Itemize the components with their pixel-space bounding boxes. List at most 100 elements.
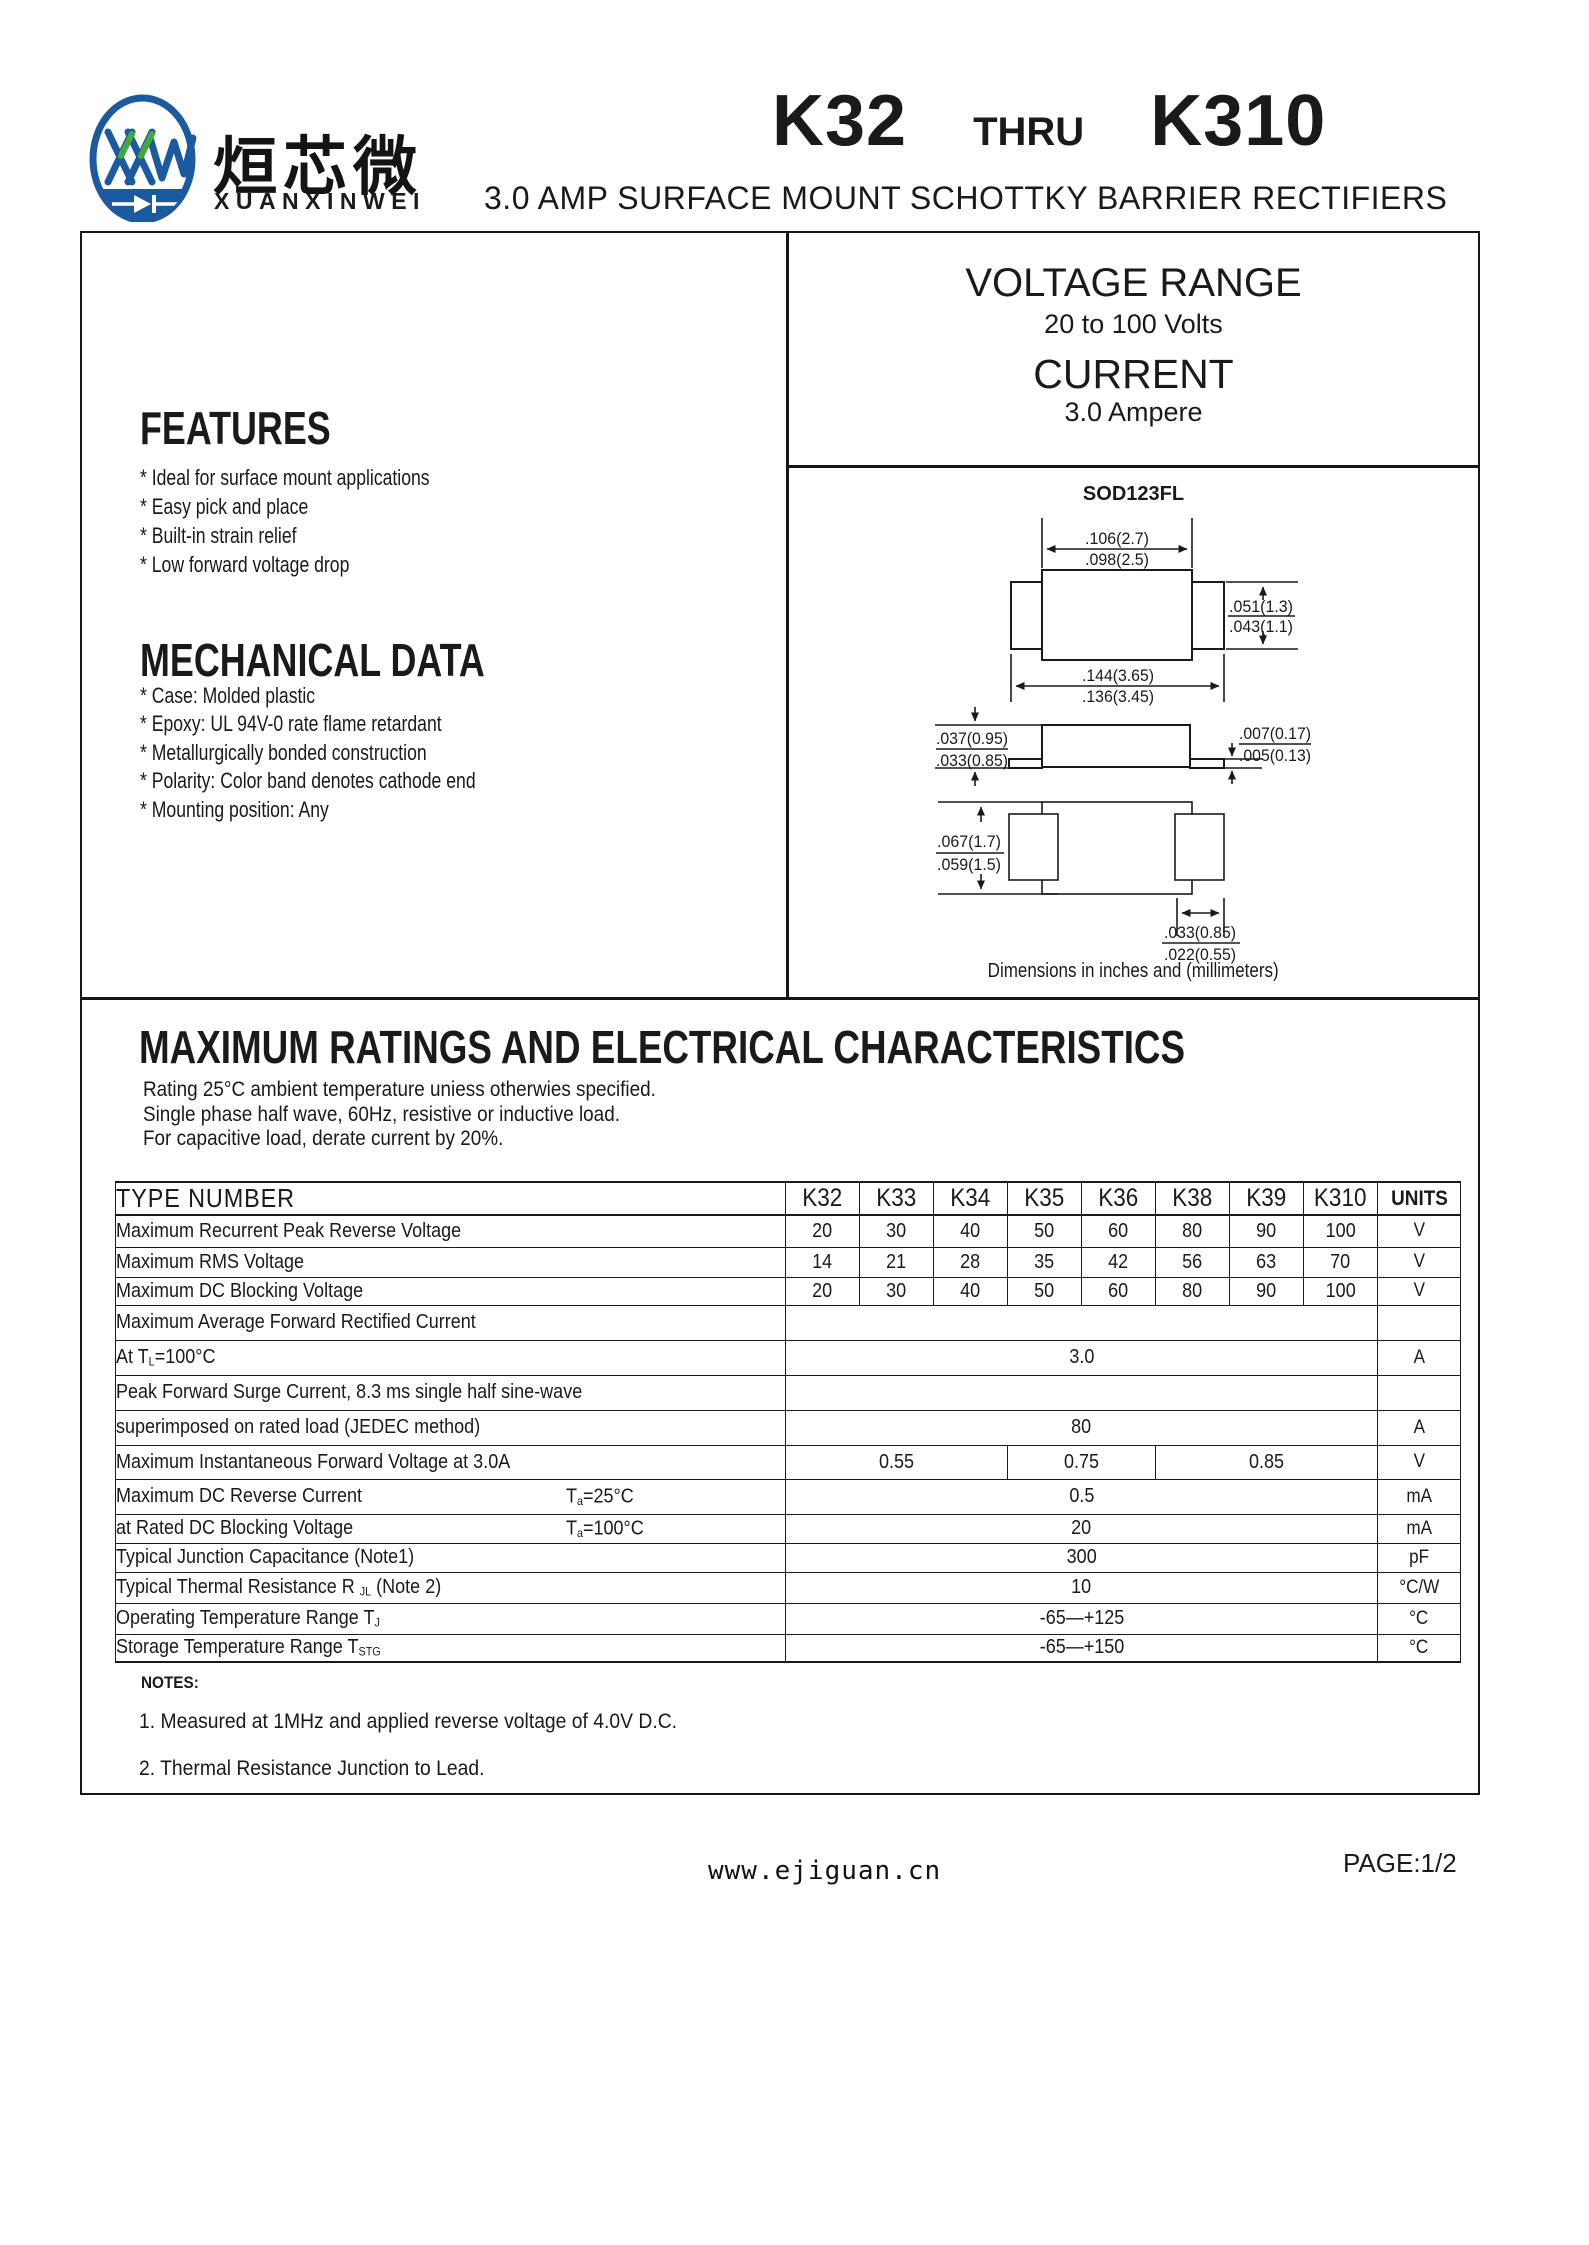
value-cell: 30 <box>859 1214 934 1248</box>
units-cell: A <box>1377 1409 1461 1446</box>
dimension-label: .007(0.17) <box>1239 725 1311 743</box>
value-cell: 70 <box>1303 1246 1378 1278</box>
note-item: 1. Measured at 1MHz and applied reverse … <box>139 1710 678 1733</box>
param-cell: Peak Forward Surge Current, 8.3 ms singl… <box>115 1374 786 1411</box>
units-cell: mA <box>1377 1513 1461 1544</box>
value-cell: 40 <box>933 1214 1008 1248</box>
units-cell: A <box>1377 1339 1461 1376</box>
condition-value: Ta=100°C <box>566 1517 644 1540</box>
param-cell: superimposed on rated load (JEDEC method… <box>115 1409 786 1446</box>
param-cell: Maximum Instantaneous Forward Voltage at… <box>115 1444 786 1480</box>
value-cell: 60 <box>1081 1214 1156 1248</box>
value-cell: 0.75 <box>1007 1444 1156 1480</box>
dimension-label: .005(0.13) <box>1239 747 1311 765</box>
param-cell: at Rated DC Blocking Voltage Ta=100°C <box>115 1513 786 1544</box>
dimension-label: .022(0.55) <box>1164 946 1236 964</box>
mechanical-heading: MECHANICAL DATA <box>140 634 485 686</box>
value-cell: 100 <box>1303 1214 1378 1248</box>
notes-heading: NOTES: <box>141 1673 199 1692</box>
dimension-label: .106(2.7) <box>1085 530 1149 548</box>
package-top-view: .106(2.7) .098(2.5) .051(1.3) .043(1.1) … <box>1010 518 1298 706</box>
ratings-conditions: Rating 25°C ambient temperature uniess o… <box>143 1078 713 1152</box>
units-cell: pF <box>1377 1542 1461 1573</box>
current-value: 3.0 Ampere <box>1064 397 1203 427</box>
dimension-label: .033(0.85) <box>936 752 1008 770</box>
specs-divider <box>786 465 1478 468</box>
note-item: 2. Thermal Resistance Junction to Lead. <box>139 1757 485 1780</box>
type-column-header: K32 <box>785 1181 860 1216</box>
param-cell: At TL=100°C <box>115 1339 786 1376</box>
footer-page-number: PAGE:1/2 <box>1343 1848 1457 1878</box>
footer-website-link[interactable]: www.ejiguan.cn <box>708 1856 942 1886</box>
ratings-heading: MAXIMUM RATINGS AND ELECTRICAL CHARACTER… <box>139 1021 1186 1073</box>
package-caption: Dimensions in inches and (millimeters) <box>988 960 1279 982</box>
param-cell: Maximum DC Blocking Voltage <box>115 1276 786 1306</box>
value-cell: -65—+125 <box>785 1602 1378 1635</box>
mechanical-item: * Case: Molded plastic <box>140 683 316 708</box>
param-cell: Storage Temperature Range TSTG <box>115 1633 786 1663</box>
value-cell: 14 <box>785 1246 860 1278</box>
units-cell: °C <box>1377 1633 1461 1663</box>
ratings-table: TYPE NUMBER K32 K33 K34 K35 K36 K38 K39 K310 UNIT… <box>115 1181 1461 1663</box>
table-row: Typical Junction Capacitance (Note1) 300 p… <box>115 1542 1461 1573</box>
value-cell: -65—+150 <box>785 1633 1378 1663</box>
units-cell: °C <box>1377 1602 1461 1635</box>
features-heading: FEATURES <box>140 402 331 454</box>
section-divider <box>82 997 1478 1000</box>
type-number-header: TYPE NUMBER <box>115 1181 786 1216</box>
condition-value: Ta=25°C <box>566 1485 634 1508</box>
product-subtitle: 3.0 AMP SURFACE MOUNT SCHOTTKY BARRIER R… <box>484 180 1448 216</box>
mechanical-item: * Metallurgically bonded construction <box>140 739 427 765</box>
main-frame: FEATURES * Ideal for surface mount appli… <box>80 231 1480 1795</box>
dimension-label: .067(1.7) <box>937 833 1001 851</box>
voltage-range-label: VOLTAGE RANGE <box>965 261 1302 305</box>
table-header-row: TYPE NUMBER K32 K33 K34 K35 K36 K38 K39 K310 UNIT… <box>115 1181 1461 1216</box>
table-row: Operating Temperature Range TJ -65—+125 °C <box>115 1602 1461 1635</box>
brand-romanized-name: XUANXINWEI <box>214 188 426 214</box>
part-range-title: K32 THRU K310 <box>772 80 1326 162</box>
table-row: Peak Forward Surge Current, 8.3 ms singl… <box>115 1374 1461 1411</box>
title-thru: THRU <box>973 110 1085 154</box>
dimension-label: .144(3.65) <box>1082 667 1154 685</box>
notes-list: 1. Measured at 1MHz and applied reverse … <box>139 1710 724 1804</box>
param-cell: Maximum DC Reverse Current Ta=25°C <box>115 1478 786 1515</box>
voltage-range-value: 20 to 100 Volts <box>1044 309 1223 339</box>
param-cell: Operating Temperature Range TJ <box>115 1602 786 1635</box>
table-row: superimposed on rated load (JEDEC method… <box>115 1409 1461 1446</box>
value-cell: 20 <box>785 1276 860 1306</box>
table-row: Maximum DC Blocking Voltage 20 30 40 50 60 80 9… <box>115 1276 1461 1306</box>
features-list: * Ideal for surface mount applications * … <box>140 465 502 581</box>
condition-line: For capacitive load, derate current by 2… <box>143 1127 504 1150</box>
condition-line: Rating 25°C ambient temperature uniess o… <box>143 1078 656 1101</box>
value-cell: 35 <box>1007 1246 1082 1278</box>
value-cell: 63 <box>1229 1246 1304 1278</box>
param-cell: Typical Junction Capacitance (Note1) <box>115 1542 786 1573</box>
param-cell: Maximum Average Forward Rectified Curren… <box>115 1304 786 1341</box>
value-cell: 20 <box>785 1214 860 1248</box>
feature-item: * Built-in strain relief <box>140 523 297 548</box>
table-row: Maximum Recurrent Peak Reverse Voltage 20… <box>115 1214 1461 1248</box>
table-row: Maximum RMS Voltage 14 21 28 35 42 56 63 70 V <box>115 1246 1461 1278</box>
type-column-header: K35 <box>1007 1181 1082 1216</box>
dimension-label: .051(1.3) <box>1229 598 1293 616</box>
units-cell: V <box>1377 1276 1461 1306</box>
value-cell: 30 <box>859 1276 934 1306</box>
type-column-header: K33 <box>859 1181 934 1216</box>
value-cell: 80 <box>1155 1214 1230 1248</box>
package-name: SOD123FL <box>1082 483 1185 505</box>
value-cell: 21 <box>859 1246 934 1278</box>
feature-item: * Easy pick and place <box>140 494 309 519</box>
type-column-header: K39 <box>1229 1181 1304 1216</box>
value-cell <box>785 1304 1378 1341</box>
diode-symbol-icon <box>112 195 178 213</box>
vertical-divider <box>786 233 789 997</box>
value-cell: 0.85 <box>1155 1444 1378 1480</box>
mechanical-list: * Case: Molded plastic * Epoxy: UL 94V-0 … <box>140 683 560 825</box>
value-cell: 80 <box>1155 1276 1230 1306</box>
value-cell: 100 <box>1303 1276 1378 1306</box>
value-cell: 60 <box>1081 1276 1156 1306</box>
feature-item: * Low forward voltage drop <box>140 552 350 577</box>
table-row: Storage Temperature Range TSTG -65—+150 °C <box>115 1633 1461 1663</box>
condition-line: Single phase half wave, 60Hz, resistive … <box>143 1102 620 1126</box>
